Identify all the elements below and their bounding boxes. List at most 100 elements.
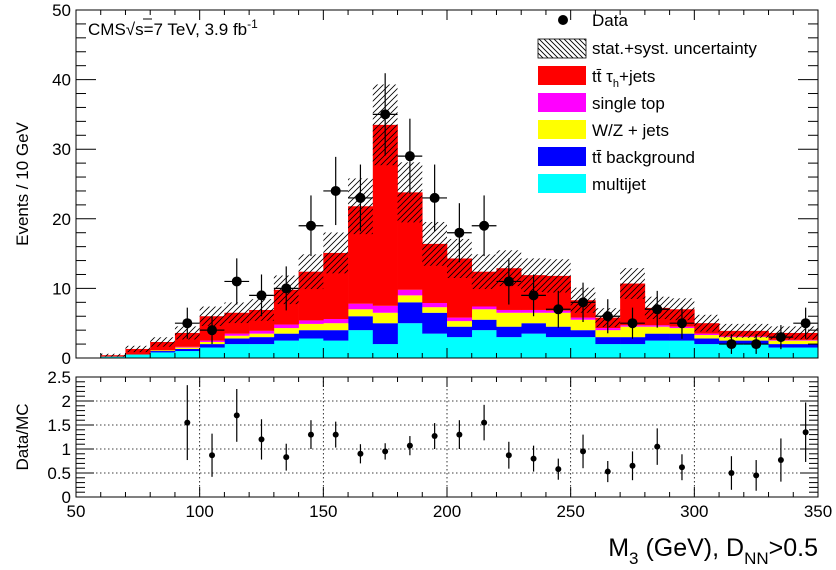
bar-tt-background-100: [199, 344, 225, 348]
bar-w-z-jets-140: [298, 323, 324, 331]
bar-tt-background-230: [521, 323, 547, 334]
ratio-point-215: [481, 404, 488, 441]
x-tick-label: 50: [67, 502, 86, 521]
bar-tt-background-140: [298, 330, 324, 339]
bar-single-top-160: [348, 303, 374, 310]
bar-multijet-270: [620, 344, 646, 358]
bar-multijet-60: [100, 356, 126, 358]
bar-multijet-200: [447, 337, 473, 358]
bar-multijet-240: [545, 337, 571, 358]
ratio-point-185: [406, 436, 413, 456]
uncertainty-bin-310: [719, 323, 744, 338]
data-point-165: [348, 164, 373, 232]
bar-tt-background-340: [793, 344, 818, 348]
ratio-point-155: [332, 421, 339, 448]
legend-uncertainty-swatch: [537, 38, 587, 59]
bar-single-top-90: [174, 346, 200, 348]
data-point-255: [570, 282, 596, 323]
ratio-grid: [76, 377, 818, 497]
bar-multijet-280: [644, 340, 670, 358]
x-tick-labels: 50 100 150 200 250 300 350: [67, 502, 833, 521]
bar-tt-background-190: [422, 312, 448, 334]
bar-w-z-jets-190: [422, 307, 448, 313]
uncertainty-bin-110: [224, 302, 250, 324]
uncertainty-bin-320: [743, 323, 769, 338]
data-point-185: [397, 118, 423, 194]
x-tick-label: 350: [804, 502, 832, 521]
legend-wz-swatch: [538, 120, 586, 139]
bar-multijet-110: [224, 344, 250, 358]
legend-multijet-label: multijet: [592, 175, 646, 194]
bar-single-top-180: [397, 289, 423, 296]
y-tick-label: 0: [62, 349, 71, 368]
bar-single-top-140: [298, 320, 324, 324]
ratio-y-tick-label: 2: [62, 392, 71, 411]
ratio-point-115: [233, 389, 240, 442]
bar-single-top-170: [372, 305, 398, 313]
bar-multijet-150: [323, 340, 349, 358]
bar-tt-background-270: [620, 337, 646, 345]
lumi-exponent: -1: [247, 17, 258, 31]
y-tick-label: 50: [52, 1, 71, 20]
ratio-point-175: [382, 443, 389, 460]
bar-w-z-jets-340: [793, 340, 818, 345]
bar-w-z-jets-90: [174, 347, 200, 349]
data-points: [174, 73, 818, 354]
bar-w-z-jets-180: [397, 295, 423, 303]
bar-multijet-130: [273, 340, 299, 358]
ratio-point-335: [777, 438, 784, 482]
bar-w-z-jets-210: [471, 309, 497, 320]
data-point-275: [620, 307, 645, 339]
bar-tt-background-80: [150, 351, 176, 353]
data-point-245: [545, 290, 571, 328]
ratio-panel: 0 0.5 1 1.5 2 2.5 50 100 150 200 250 300 350 Data/M…: [13, 368, 832, 568]
bar-multijet-80: [150, 352, 176, 358]
experiment-annotation: CMS√s=7 TeV, 3.9 fb-1: [88, 17, 258, 39]
bar-single-top-220: [496, 309, 522, 313]
ratio-point-135: [283, 443, 290, 471]
bar-multijet-230: [521, 333, 547, 358]
ratio-y-tick-label: 1: [62, 440, 71, 459]
ratio-y-tick-label: 0.5: [47, 464, 71, 483]
x-tick-label: 200: [433, 502, 461, 521]
bar-w-z-jets-250: [570, 319, 596, 331]
ratio-point-105: [209, 433, 216, 477]
x-tick-label: 250: [556, 502, 584, 521]
ratio-point-205: [456, 420, 463, 449]
data-point-115: [224, 258, 250, 305]
ratio-point-95: [184, 385, 191, 461]
bar-single-top-150: [323, 319, 349, 324]
bar-tt-background-90: [174, 348, 200, 352]
legend-ttau-suffix: +jets: [619, 67, 655, 86]
legend-singletop-label: single top: [592, 94, 665, 113]
bar-single-top-110: [224, 333, 250, 336]
bar-tt-background-170: [372, 323, 398, 345]
uncertainty-bin-240: [545, 259, 571, 293]
sqrt-symbol: √: [126, 20, 136, 39]
bar-tt-background-150: [323, 330, 349, 341]
bar-tt-background-250: [570, 330, 596, 338]
bar-single-top-200: [447, 317, 473, 322]
ratio-point-225: [505, 441, 512, 469]
data-point-285: [644, 290, 670, 328]
x-axis-label-sub: NN: [744, 549, 769, 568]
ratio-y-tick-label: 2.5: [47, 368, 71, 387]
ratio-point-125: [258, 419, 265, 460]
data-point-125: [249, 274, 274, 317]
data-point-145: [298, 195, 324, 257]
data-point-195: [422, 164, 447, 232]
ratio-point-315: [728, 456, 735, 490]
x-tick-label: 300: [680, 502, 708, 521]
bar-single-top-120: [249, 330, 275, 334]
ratio-point-255: [580, 434, 587, 469]
bar-w-z-jets-160: [348, 309, 374, 317]
legend-ttau-swatch: [538, 66, 586, 85]
uncertainty-bin-80: [150, 337, 175, 347]
bar-multijet-70: [125, 354, 151, 358]
uncertainty-bin-70: [125, 345, 151, 353]
bar-tt-background-220: [496, 326, 522, 338]
bar-w-z-jets-300: [694, 335, 720, 339]
bar-multijet-170: [372, 344, 398, 358]
data-point-335: [768, 325, 794, 350]
